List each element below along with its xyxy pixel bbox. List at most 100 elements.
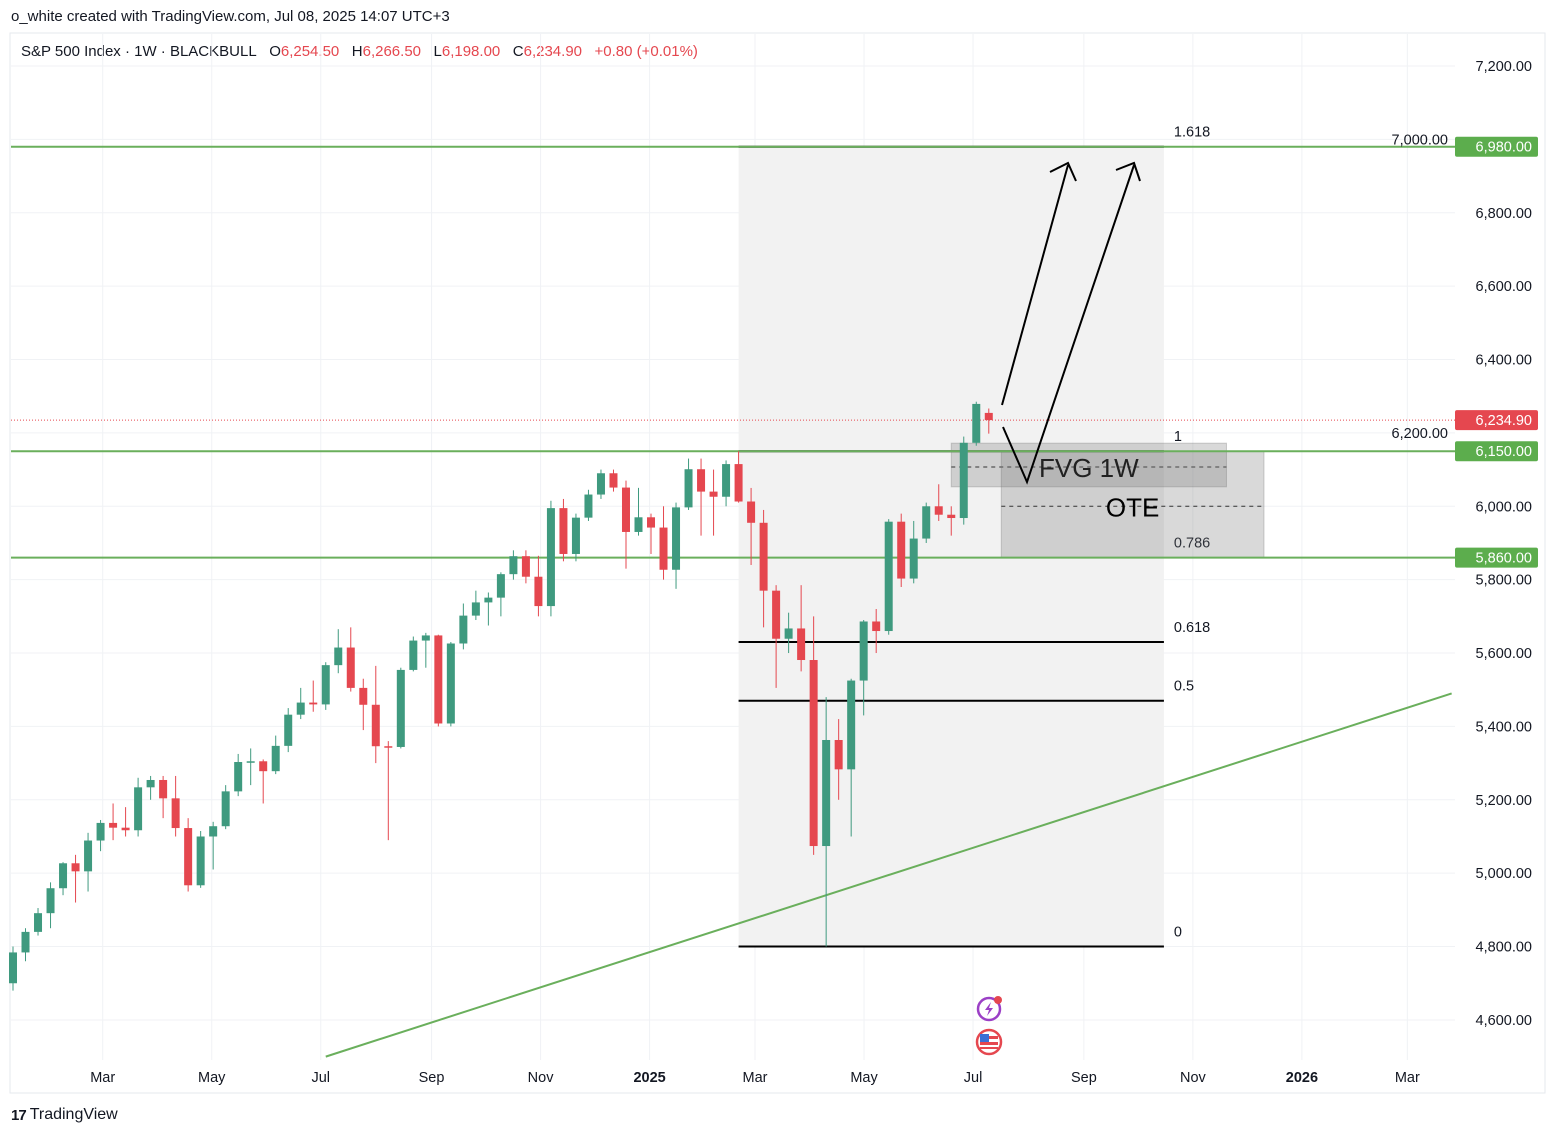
candle-body-up	[21, 931, 30, 953]
logo-mark: 17	[11, 1106, 27, 1124]
candle-body-down	[121, 827, 130, 831]
candle-body-down	[772, 590, 781, 639]
candle-body-down	[747, 501, 756, 523]
candle-body-down	[384, 746, 393, 748]
close-label: C	[512, 43, 524, 60]
candle-body-up	[409, 640, 418, 670]
candle-body-up	[46, 888, 55, 914]
candle-body-down	[734, 464, 743, 502]
projection-arrows[interactable]	[1001, 161, 1141, 485]
tradingview-logo[interactable]: 17 TradingView	[11, 1106, 118, 1124]
zone-label: OTE	[1106, 492, 1159, 522]
arrow-path-1[interactable]	[1001, 164, 1069, 406]
trendline-line[interactable]	[325, 692, 1452, 1058]
candle-body-up	[221, 791, 230, 827]
x-tick-label: 2026	[1286, 1070, 1318, 1086]
fib-level-label: 0.5	[1174, 679, 1194, 695]
trendline[interactable]	[325, 692, 1452, 1058]
symbol-legend: S&P 500 Index · 1W · BLACKBULL O6,254.50…	[21, 43, 698, 60]
x-tick-label: Sep	[419, 1070, 445, 1086]
x-tick-label: May	[198, 1070, 226, 1086]
x-tick-label: May	[850, 1070, 878, 1086]
horizontal-levels[interactable]	[11, 145, 1455, 559]
candle-body-up	[884, 521, 893, 632]
arrow-path-2[interactable]	[1002, 164, 1135, 485]
candle-body-up	[922, 506, 931, 539]
candles	[9, 401, 993, 991]
level-price-tag	[1455, 136, 1538, 157]
candle-body-down	[309, 702, 318, 705]
zone-label: FVG 1W	[1039, 453, 1139, 483]
candle-body-down	[897, 521, 906, 579]
last-price-label: 6,234.90	[1476, 413, 1532, 429]
y-tick-label: 5,000.00	[1476, 866, 1532, 882]
fibonacci-tool[interactable]: 1.618 1 0.786 0.618 0.5 0	[738, 125, 1211, 948]
time-axis[interactable]: Mar May Jul Sep Nov 2025 Mar May Jul Sep Nov 2026 Ma…	[90, 1070, 1420, 1086]
candle-body-up	[9, 952, 17, 984]
chart-credit: o_white created with TradingView.com, Ju…	[11, 8, 450, 25]
zones[interactable]: FVG 1W OTE	[950, 442, 1265, 559]
lightning-event-icon[interactable]	[976, 996, 1002, 1022]
y-tick-label: 5,200.00	[1476, 793, 1532, 809]
candle-body-up	[847, 680, 856, 770]
candle-body-up	[446, 643, 455, 724]
candle-body-up	[421, 635, 430, 641]
candle-body-up	[496, 574, 505, 598]
candle-body-up	[459, 615, 468, 644]
candle-body-up	[722, 464, 731, 497]
symbol-name[interactable]: S&P 500 Index · 1W · BLACKBULL	[21, 43, 257, 60]
y-tick-label: 6,800.00	[1476, 206, 1532, 222]
candle-body-down	[371, 704, 380, 747]
candle-body-up	[546, 508, 555, 607]
candle-body-up	[284, 714, 293, 746]
candle-body-up	[672, 507, 681, 570]
x-tick-label: Nov	[1180, 1070, 1207, 1086]
change-value: +0.80 (+0.01%)	[594, 43, 698, 60]
low-value: 6,198.00	[441, 43, 501, 60]
us-flag-icon[interactable]	[975, 1028, 1003, 1056]
zone-box[interactable]	[1000, 450, 1265, 559]
candle-body-up	[584, 494, 593, 518]
x-tick-label: Mar	[90, 1070, 115, 1086]
candle-body-down	[872, 621, 881, 632]
candle-body-down	[759, 522, 768, 591]
candle-body-up	[134, 787, 143, 831]
level-price-label: 6,150.00	[1476, 444, 1532, 460]
y-tick-label: 5,800.00	[1476, 573, 1532, 589]
candle-body-up	[859, 621, 868, 681]
candle-body-up	[209, 826, 218, 837]
last-price-tag	[1455, 410, 1538, 431]
y-tick-label: 5,400.00	[1476, 719, 1532, 735]
fib-background	[738, 146, 1164, 947]
candle-body-up	[959, 442, 968, 519]
y-tick-label: 6,600.00	[1476, 279, 1532, 295]
chart-frame	[9, 32, 1546, 1094]
candle-body-up	[509, 556, 518, 575]
arrow-head-1	[1049, 161, 1077, 182]
price-labels: 6,980.00 6,150.00 5,860.00 6,234.90	[1455, 136, 1538, 568]
low-label: L	[433, 43, 442, 60]
y-tick-label: 7,200.00	[1476, 59, 1532, 75]
candle-body-up	[484, 597, 493, 603]
candle-body-down	[647, 517, 656, 528]
y-tick-label: 6,400.00	[1476, 353, 1532, 369]
candle-body-down	[559, 508, 568, 554]
fib-level-label: 1	[1174, 429, 1182, 445]
candle-body-down	[259, 761, 268, 772]
candle-body-down	[534, 576, 543, 607]
price-axis[interactable]: 4,600.00 4,800.00 5,000.00 5,200.00 5,400.00…	[1392, 59, 1532, 1029]
candle-body-up	[271, 745, 280, 772]
candle-body-up	[909, 538, 918, 579]
candle-body-up	[822, 739, 831, 847]
candle-body-up	[634, 517, 643, 532]
high-value: 6,266.50	[362, 43, 421, 60]
candle-body-down	[947, 514, 956, 519]
y-tick-label: 4,600.00	[1476, 1013, 1532, 1029]
x-tick-label: Jul	[311, 1070, 330, 1086]
candle-body-down	[697, 469, 706, 492]
candle-body-down	[521, 556, 530, 577]
candle-body-down	[659, 527, 668, 570]
open-value: 6,254.50	[280, 43, 340, 60]
level-price-tag	[1455, 441, 1538, 462]
